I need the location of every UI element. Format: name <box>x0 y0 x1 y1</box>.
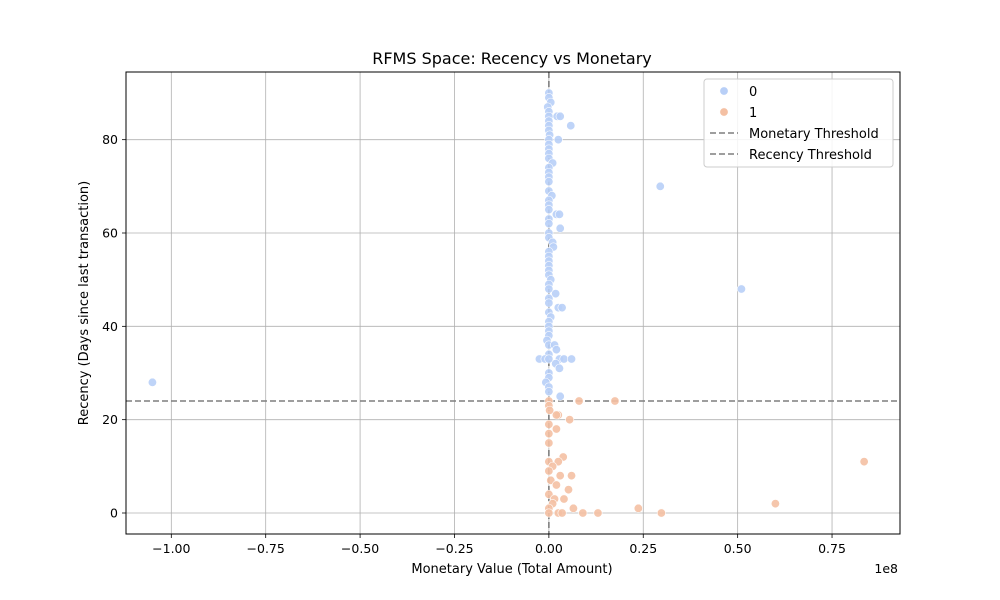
legend-item-recency-threshold-label: Recency Threshold <box>749 148 872 163</box>
data-point-series-1 <box>551 410 561 420</box>
data-point-series-0 <box>554 209 564 219</box>
data-point-series-0 <box>557 303 567 313</box>
data-point-series-0 <box>544 219 554 229</box>
x-tick-label: −0.50 <box>341 541 379 556</box>
data-point-series-0 <box>551 345 561 355</box>
data-point-series-1 <box>656 508 666 518</box>
data-point-series-1 <box>544 466 554 476</box>
data-point-series-1 <box>610 396 620 406</box>
legend-item-series-1-marker <box>719 107 729 117</box>
data-point-series-0 <box>544 387 554 397</box>
x-tick-label: −1.00 <box>152 541 190 556</box>
data-point-series-0 <box>555 111 565 121</box>
data-point-series-1 <box>544 429 554 439</box>
data-point-series-1 <box>551 424 561 434</box>
data-point-series-1 <box>544 419 554 429</box>
x-axis-label: Monetary Value (Total Amount) <box>411 562 612 577</box>
chart-title: RFMS Space: Recency vs Monetary <box>372 49 652 68</box>
data-point-series-0 <box>147 377 157 387</box>
data-point-series-1 <box>551 480 561 490</box>
data-point-series-0 <box>566 121 576 131</box>
x-tick-label: 0.25 <box>629 541 657 556</box>
data-point-series-0 <box>555 223 565 233</box>
y-tick-label: 0 <box>110 506 118 521</box>
data-point-series-1 <box>564 485 574 495</box>
data-point-series-1 <box>593 508 603 518</box>
legend-item-series-0-label: 0 <box>749 85 757 100</box>
data-point-series-0 <box>555 391 565 401</box>
x-tick-label: 0.50 <box>724 541 752 556</box>
x-axis-offset-label: 1e8 <box>874 561 898 576</box>
data-point-series-0 <box>554 363 564 373</box>
x-tick-label: −0.25 <box>435 541 473 556</box>
y-tick-label: 40 <box>102 319 118 334</box>
plot-area-frame <box>125 71 901 535</box>
x-tick-label: 0.75 <box>818 541 846 556</box>
y-tick-label: 60 <box>102 226 118 241</box>
data-point-series-1 <box>567 471 577 481</box>
data-point-series-1 <box>557 508 567 518</box>
x-tick-label: 0.00 <box>535 541 563 556</box>
legend: 0 1 Monetary Threshold Recency Threshold <box>703 78 894 168</box>
y-tick-label: 20 <box>102 412 118 427</box>
data-point-series-0 <box>544 298 554 308</box>
data-point-series-1 <box>633 503 643 513</box>
y-axis-ticks: 0 20 40 60 80 <box>102 132 126 521</box>
data-point-series-1 <box>544 438 554 448</box>
legend-box <box>703 78 894 168</box>
data-point-series-0 <box>551 289 561 299</box>
legend-item-series-0-marker <box>719 86 729 96</box>
x-axis-ticks: −1.00 −0.75 −0.50 −0.25 0.00 0.25 0.50 0.75 <box>152 534 846 556</box>
data-point-series-1 <box>578 508 588 518</box>
data-point-series-0 <box>544 354 554 364</box>
data-point-series-0 <box>559 354 569 364</box>
data-point-series-1 <box>555 471 565 481</box>
data-point-series-1 <box>859 457 869 467</box>
legend-item-series-1-label: 1 <box>749 106 757 121</box>
data-point-series-0 <box>544 177 554 187</box>
data-point-series-0 <box>736 284 746 294</box>
data-point-series-1 <box>574 396 584 406</box>
x-tick-label: −0.75 <box>247 541 285 556</box>
data-point-series-0 <box>553 135 563 145</box>
data-points <box>147 88 869 518</box>
data-point-series-1 <box>770 499 780 509</box>
data-point-series-1 <box>544 508 554 518</box>
legend-item-monetary-threshold-label: Monetary Threshold <box>749 127 879 142</box>
data-point-series-1 <box>568 503 578 513</box>
y-axis-label: Recency (Days since last transaction) <box>77 181 92 425</box>
data-point-series-1 <box>559 494 569 504</box>
data-point-series-1 <box>545 405 555 415</box>
data-point-series-0 <box>567 354 577 364</box>
data-point-series-0 <box>655 181 665 191</box>
data-point-series-0 <box>544 205 554 215</box>
data-point-series-1 <box>565 415 575 425</box>
data-point-series-0 <box>544 284 554 294</box>
y-tick-label: 80 <box>102 132 118 147</box>
